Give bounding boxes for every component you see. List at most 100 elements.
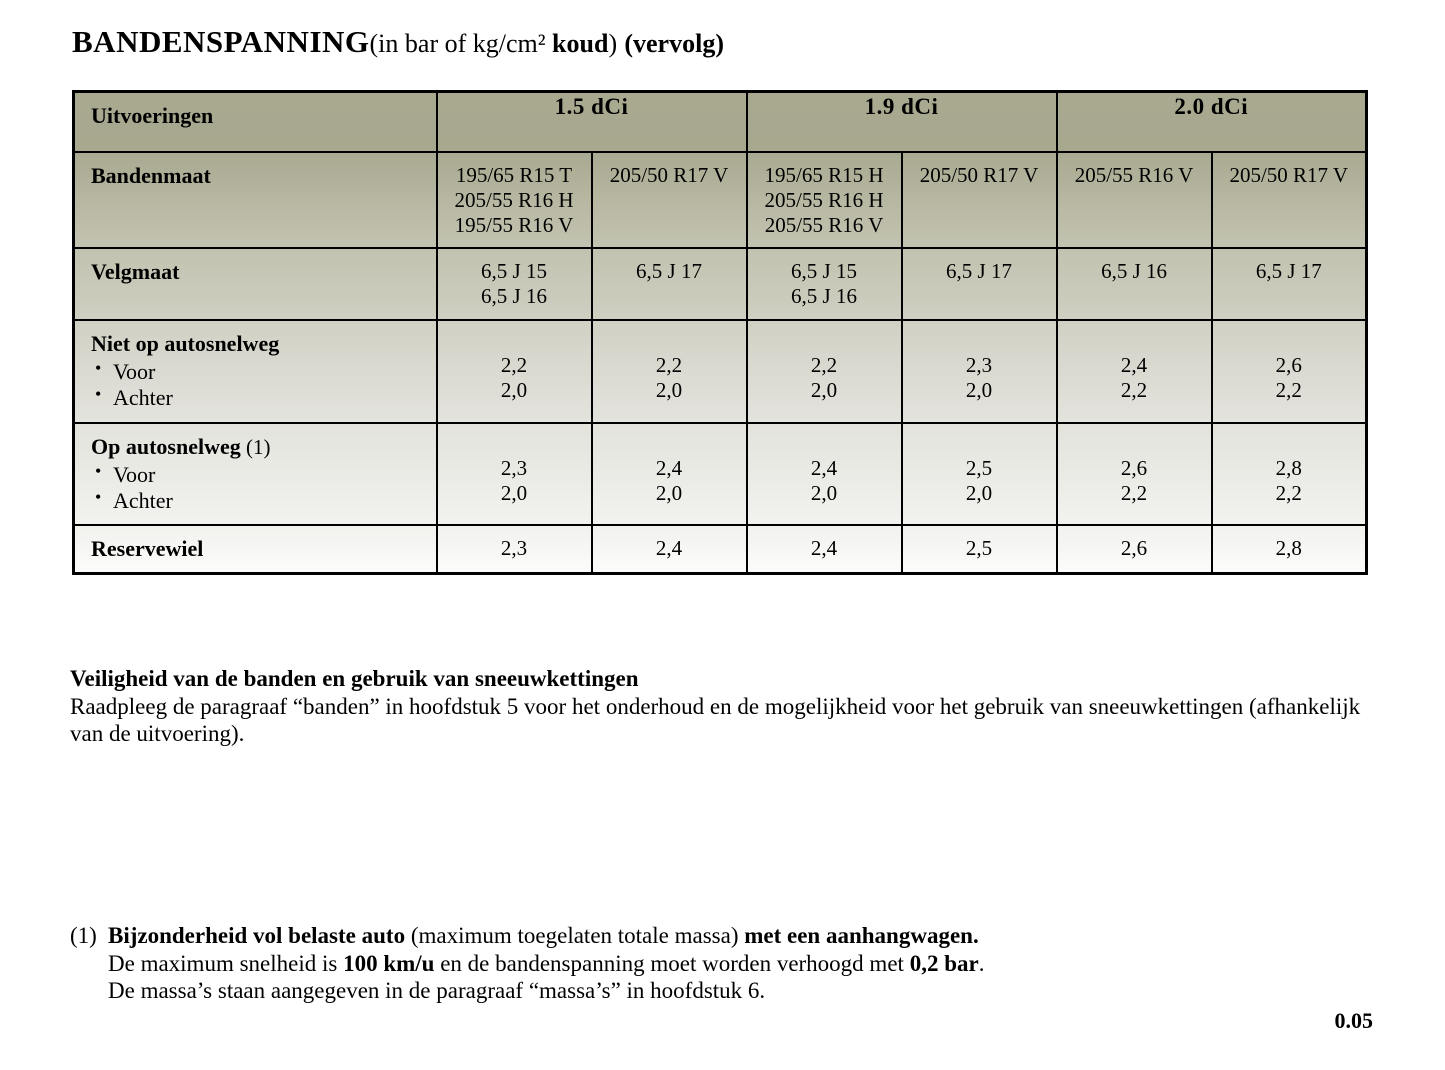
footnote-line2-plain-c: . [978,950,985,976]
pressure-rear: 2,0 [655,378,683,403]
footnote-line2-bold-a: 100 km/u [343,950,435,976]
tyre-size: 205/50 R17 V [609,163,729,187]
pressure-spare: 2,3 [500,536,528,561]
label-op-autosnelweg: Op autosnelweg [91,433,241,459]
cell-hw-col5: 2,6 2,2 [1055,421,1213,527]
cell-tyres-col1: 195/65 R15 T 205/55 R16 H 195/55 R16 V [435,150,593,250]
label-uitvoeringen: Uitvoeringen [91,103,214,128]
pressure-front: 2,5 [965,455,993,480]
tyre-size: 205/50 R17 V [1229,163,1349,187]
tyre-size: 205/55 R16 H [454,187,574,212]
cell-spare-col6: 2,8 [1210,524,1368,575]
pressure-front: 2,3 [965,352,993,377]
cell-spare-col1: 2,3 [435,524,593,575]
pressure-rear: 2,2 [1120,480,1148,505]
engine-label-20dci: 2.0 dCi [1174,94,1249,119]
rim-size: 6,5 J 17 [636,259,702,284]
table-row-bandenmaat: Bandenmaat 195/65 R15 T 205/55 R16 H 195… [72,150,1368,250]
cell-hw-col4: 2,5 2,0 [900,421,1058,527]
pressure-spare: 2,5 [965,536,993,561]
footnote-line2-plain-a: De maximum snelheid is [108,950,344,976]
cell-rims-col5: 6,5 J 16 [1055,247,1213,321]
pressure-front: 2,6 [1275,352,1302,377]
rim-size: 6,5 J 17 [1255,259,1322,284]
cell-label-velgmaat: Velgmaat [72,247,438,321]
label-velgmaat: Velgmaat [91,259,180,285]
footnote-section: (1) Bijzonderheid vol belaste auto (maxim… [70,922,1390,1005]
cell-tyres-col3: 195/65 R15 H 205/55 R16 H 205/55 R16 V [745,150,903,250]
cell-nonhw-col5: 2,4 2,2 [1055,318,1213,424]
cell-tyres-col2: 205/50 R17 V [590,150,748,250]
cell-tyres-col5: 205/55 R16 V [1055,150,1213,250]
cell-label-bandenmaat: Bandenmaat [72,150,438,250]
cell-rims-col3: 6,5 J 15 6,5 J 16 [745,247,903,321]
pressure-rear: 2,0 [810,480,838,505]
cell-engine-20dci: 2.0 dCi [1055,90,1368,153]
pressure-front: 2,8 [1275,455,1302,480]
tyre-size: 205/50 R17 V [919,163,1039,187]
table-row-op-autosnelweg: Op autosnelweg (1) Voor Achter 2,3 2,0 [72,421,1368,527]
safety-paragraph: Raadpleeg de paragraaf “banden” in hoofd… [70,694,1361,746]
cell-hw-col1: 2,3 2,0 [435,421,593,527]
tyre-size: 195/65 R15 H [764,163,884,187]
tyre-pressure-table: Uitvoeringen 1.5 dCi 1.9 dCi 2.0 dCi Ban… [72,90,1369,576]
pressure-front: 2,4 [655,455,683,480]
cell-nonhw-col6: 2,6 2,2 [1210,318,1368,424]
pressure-rear: 2,2 [1120,378,1148,403]
cell-rims-col1: 6,5 J 15 6,5 J 16 [435,247,593,321]
label-bandenmaat: Bandenmaat [91,163,211,188]
page-title-sub-bold: koud [552,29,609,58]
label-voor: Voor [91,358,436,385]
page-title: BANDENSPANNING(in bar of kg/cm² koud) (v… [72,24,724,60]
tyre-size: 195/55 R16 V [454,212,574,237]
label-achter: Achter [91,384,436,411]
footnote-line-2: De maximum snelheid is 100 km/u en de ba… [70,950,1390,978]
cell-engine-19dci: 1.9 dCi [745,90,1058,153]
cell-spare-col4: 2,5 [900,524,1058,575]
rim-size: 6,5 J 17 [946,259,1012,284]
cell-rims-col2: 6,5 J 17 [590,247,748,321]
cell-hw-col6: 2,8 2,2 [1210,421,1368,527]
page-title-sub-close: ) [608,29,618,58]
pressure-rear: 2,0 [965,378,993,403]
footnote-line2-plain-b: en de bandenspanning moet worden verhoog… [434,950,910,976]
tyre-size: 205/55 R16 V [1074,163,1194,187]
page-title-vervolg: (vervolg) [624,29,724,58]
footnote-line-3: De massa’s staan aangegeven in de paragr… [70,977,1390,1005]
pressure-front: 2,2 [500,352,528,377]
table-row-reservewiel: Reservewiel 2,3 2,4 2,4 2,5 2,6 2,8 [72,524,1368,575]
cell-tyres-col6: 205/50 R17 V [1210,150,1368,250]
rim-size: 6,5 J 16 [481,284,547,309]
pressure-rear: 2,0 [500,480,528,505]
tyre-size: 205/55 R16 V [764,212,884,237]
pressure-rear: 2,2 [1275,378,1302,403]
rim-size: 6,5 J 15 [791,259,857,284]
page-title-main: BANDENSPANNING [72,24,370,59]
pressure-front: 2,4 [810,455,838,480]
cell-hw-col3: 2,4 2,0 [745,421,903,527]
table-row-velgmaat: Velgmaat 6,5 J 15 6,5 J 16 6,5 J 17 6,5 … [72,247,1368,321]
pressure-front: 2,6 [1120,455,1148,480]
page-title-sub-open: (in bar of kg/cm² [369,29,553,58]
footnote-bold-a: Bijzonderheid vol belaste auto [108,923,406,948]
cell-spare-col2: 2,4 [590,524,748,575]
label-niet-op-autosnelweg: Niet op autosnelweg [91,330,280,356]
pressure-spare: 2,4 [655,536,683,561]
tyre-size: 195/65 R15 T [455,163,573,187]
page-number: 0.05 [1334,1008,1374,1033]
rim-size: 6,5 J 16 [1101,259,1167,284]
pressure-front: 2,4 [1120,352,1148,377]
cell-nonhw-col2: 2,2 2,0 [590,318,748,424]
footnote-plain-a: (maximum toegelaten totale massa) [405,923,745,948]
footnote-bold-b: met een aanhangwagen. [744,923,979,948]
safety-heading: Veiligheid van de banden en gebruik van … [70,666,639,691]
cell-rims-col6: 6,5 J 17 [1210,247,1368,321]
cell-spare-col5: 2,6 [1055,524,1213,575]
cell-rims-col4: 6,5 J 17 [900,247,1058,321]
cell-nonhw-col1: 2,2 2,0 [435,318,593,424]
pressure-front: 2,3 [500,455,528,480]
pressure-front: 2,2 [810,352,838,377]
pressure-front: 2,2 [655,352,683,377]
cell-spare-col3: 2,4 [745,524,903,575]
footnote-marker: (1) [70,923,97,948]
